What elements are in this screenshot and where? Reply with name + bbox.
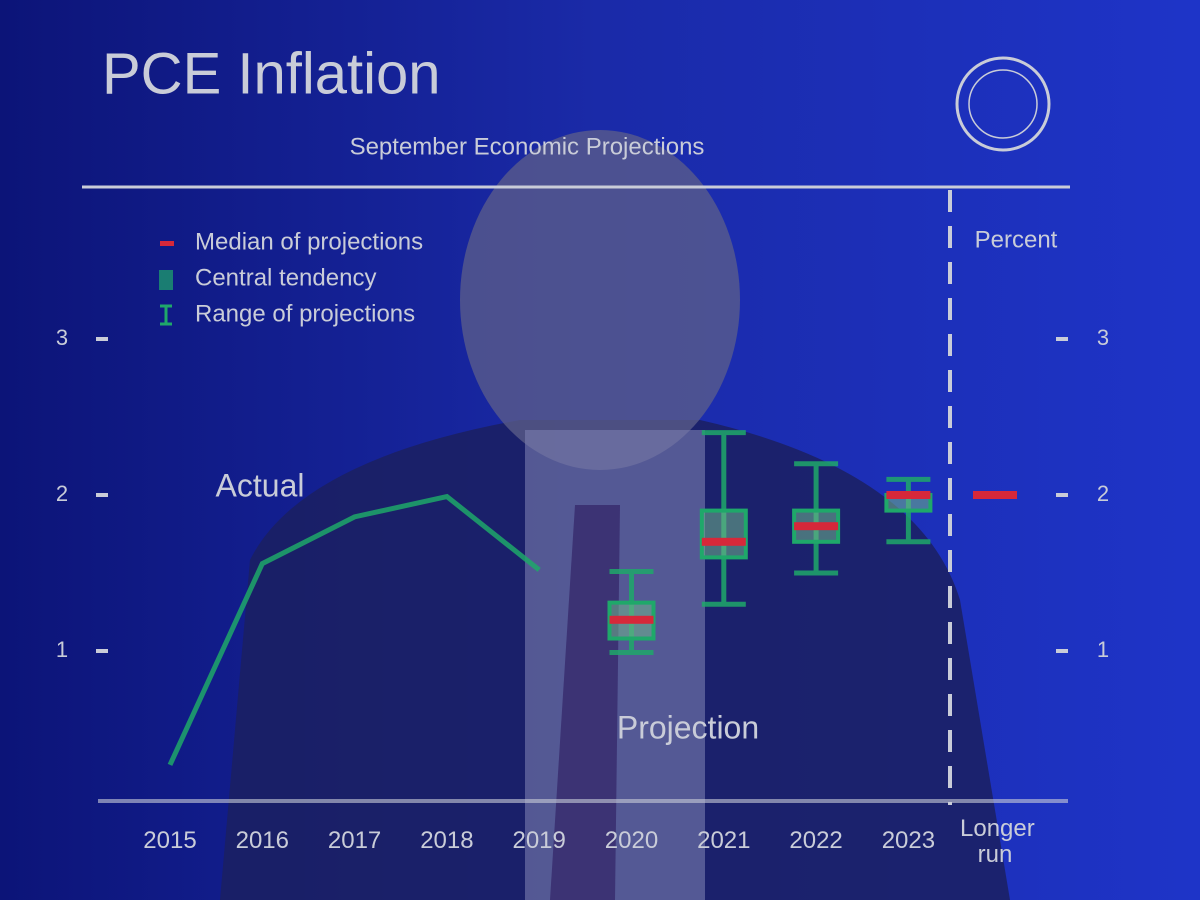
x-tick-label: 2023 bbox=[881, 827, 936, 854]
median-marker bbox=[701, 537, 746, 546]
speaker-head bbox=[460, 130, 740, 470]
y-tick-label: 2 bbox=[1097, 481, 1109, 506]
y-tick-label: 1 bbox=[1097, 637, 1109, 662]
x-tick-label: 2020 bbox=[604, 827, 659, 854]
chart-subtitle: September Economic Projections bbox=[350, 133, 705, 160]
annotation: Projection bbox=[617, 709, 759, 745]
legend-swatch bbox=[160, 241, 174, 246]
fed-seal bbox=[955, 56, 1051, 152]
median-marker bbox=[794, 522, 839, 531]
y-tick-label: 2 bbox=[56, 481, 68, 506]
chart-title: PCE Inflation bbox=[102, 41, 441, 106]
y-axis-label: Percent bbox=[975, 226, 1058, 253]
x-tick-label: 2018 bbox=[420, 827, 474, 854]
x-tick-label: 2019 bbox=[512, 827, 566, 854]
x-tick-label: 2021 bbox=[697, 827, 751, 854]
x-tick-label: 2017 bbox=[327, 827, 382, 854]
central-tendency-box bbox=[699, 508, 748, 560]
actual-line bbox=[167, 493, 541, 766]
fed-seal-inner bbox=[968, 69, 1038, 139]
median-marker bbox=[973, 491, 1017, 499]
x-tick-label: 2016 bbox=[235, 827, 289, 854]
x-tick-label: Longer run bbox=[960, 815, 1035, 868]
y-tick-label: 3 bbox=[1097, 325, 1109, 350]
y-tick-label: 1 bbox=[56, 637, 68, 662]
legend-swatch bbox=[160, 304, 172, 326]
annotation: Actual bbox=[216, 467, 305, 503]
legend-label: Central tendency bbox=[195, 264, 376, 291]
median-marker bbox=[886, 491, 931, 499]
legend-swatch bbox=[159, 270, 173, 290]
x-tick-label: 2015 bbox=[143, 827, 197, 854]
legend-label: Median of projections bbox=[195, 228, 423, 255]
y-tick-label: 3 bbox=[56, 325, 68, 350]
x-tick-label: 2022 bbox=[789, 827, 843, 854]
median-marker bbox=[609, 615, 654, 624]
legend-label: Range of projections bbox=[195, 300, 415, 327]
